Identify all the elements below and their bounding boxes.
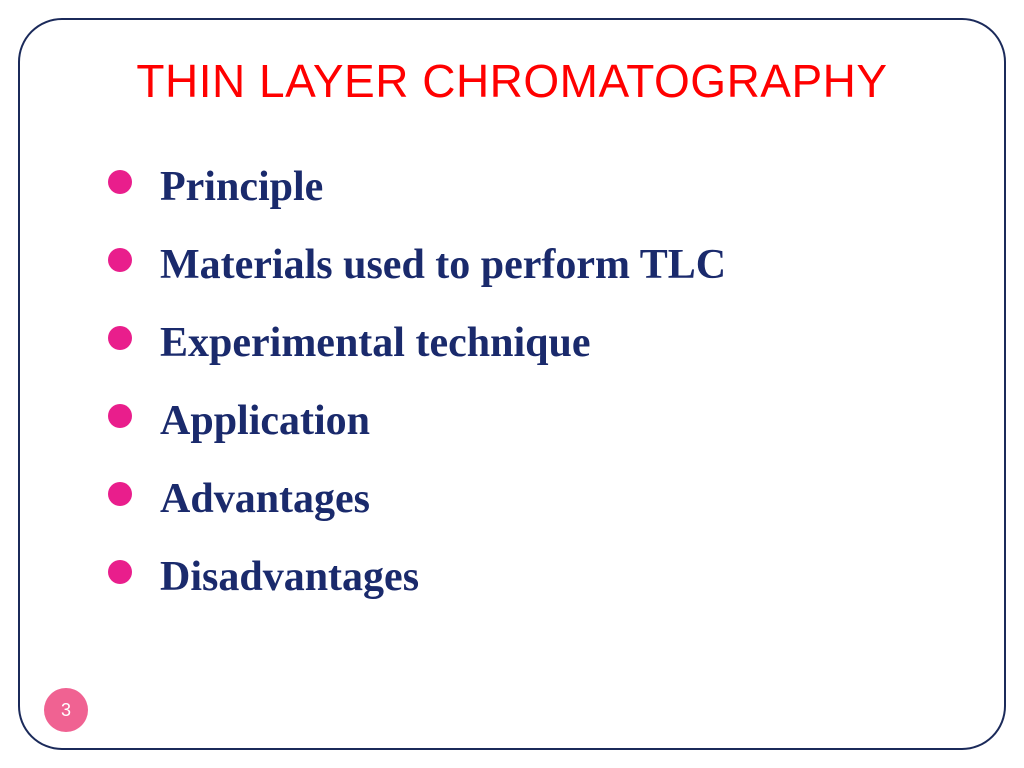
list-item: Experimental technique [108, 304, 964, 382]
list-item-label: Principle [160, 164, 323, 210]
bullet-icon [108, 560, 132, 584]
page-number-badge: 3 [44, 688, 88, 732]
list-item: Application [108, 382, 964, 460]
list-item: Disadvantages [108, 538, 964, 616]
list-item-label: Disadvantages [160, 554, 419, 600]
list-item-label: Experimental technique [160, 320, 590, 366]
list-item-label: Materials used to perform TLC [160, 242, 726, 288]
slide-title: THIN LAYER CHROMATOGRAPHY [0, 54, 1024, 108]
bullet-icon [108, 326, 132, 350]
slide: THIN LAYER CHROMATOGRAPHY Principle Mater… [0, 0, 1024, 768]
bullet-icon [108, 482, 132, 506]
list-item: Advantages [108, 460, 964, 538]
bullet-icon [108, 404, 132, 428]
list-item-label: Advantages [160, 476, 370, 522]
list-item-label: Application [160, 398, 370, 444]
bullet-icon [108, 248, 132, 272]
bullet-list: Principle Materials used to perform TLC Ex… [108, 148, 964, 616]
bullet-icon [108, 170, 132, 194]
page-number: 3 [61, 700, 71, 721]
list-item: Principle [108, 148, 964, 226]
list-item: Materials used to perform TLC [108, 226, 964, 304]
